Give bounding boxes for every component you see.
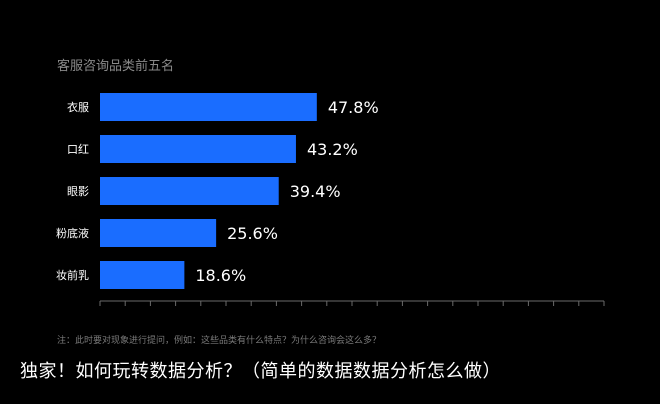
bar-value-label: 18.6% xyxy=(195,266,246,285)
bar xyxy=(100,261,185,289)
bar-value-label: 25.6% xyxy=(227,224,278,243)
chart-title: 客服咨询品类前五名 xyxy=(57,58,174,74)
bar-value-label: 43.2% xyxy=(307,140,358,159)
page-caption: 独家！如何玩转数据分析？（简单的数据数据分析怎么做） xyxy=(20,361,501,382)
category-label: 口红 xyxy=(67,143,89,156)
bar xyxy=(100,135,296,163)
category-label: 粉底液 xyxy=(56,226,89,240)
bar xyxy=(100,93,317,121)
bar-value-label: 47.8% xyxy=(328,98,379,117)
category-label: 妆前乳 xyxy=(56,268,89,282)
chart-note: 注：此时要对现象进行提问，例如：这些品类有什么特点？为什么咨询会这么多？ xyxy=(57,334,381,346)
bar-value-label: 39.4% xyxy=(290,182,341,201)
category-label: 衣服 xyxy=(67,100,89,114)
bar xyxy=(100,177,279,205)
bar xyxy=(100,219,217,247)
category-label: 眼影 xyxy=(67,185,89,198)
